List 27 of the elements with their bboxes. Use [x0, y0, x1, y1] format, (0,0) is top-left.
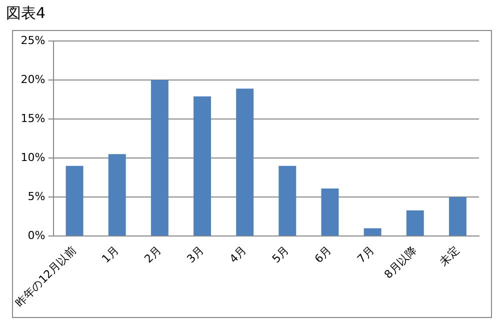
bar — [406, 210, 424, 236]
x-tick-label: 1月 — [99, 244, 122, 266]
bar — [150, 80, 168, 236]
bar — [321, 188, 339, 236]
y-tick-label: 20% — [20, 72, 46, 86]
bar — [66, 166, 84, 236]
bar — [278, 166, 296, 236]
x-tick-label: 7月 — [354, 244, 377, 266]
bar — [448, 197, 466, 236]
y-tick-label: 5% — [28, 190, 46, 203]
x-tick-label: 2月 — [142, 244, 164, 266]
bar — [236, 88, 254, 236]
x-tick-label: 5月 — [270, 244, 292, 266]
y-tick-label: 0% — [28, 228, 46, 242]
x-tick-label: 6月 — [312, 244, 334, 266]
y-tick-label: 15% — [20, 112, 46, 125]
x-tick-label: 4月 — [227, 244, 249, 266]
bar — [364, 228, 382, 236]
bar — [194, 96, 211, 236]
x-tick-label: 3月 — [184, 244, 206, 266]
x-tick-label: 昨年の12月以前 — [12, 244, 79, 310]
chart-title: 図表4 — [6, 4, 46, 23]
x-tick-label: 未定 — [437, 244, 462, 268]
y-tick-label: 10% — [20, 150, 46, 164]
y-tick-label: 25% — [20, 34, 46, 47]
bar — [108, 154, 126, 236]
x-tick-label: 8月以降 — [382, 244, 420, 282]
